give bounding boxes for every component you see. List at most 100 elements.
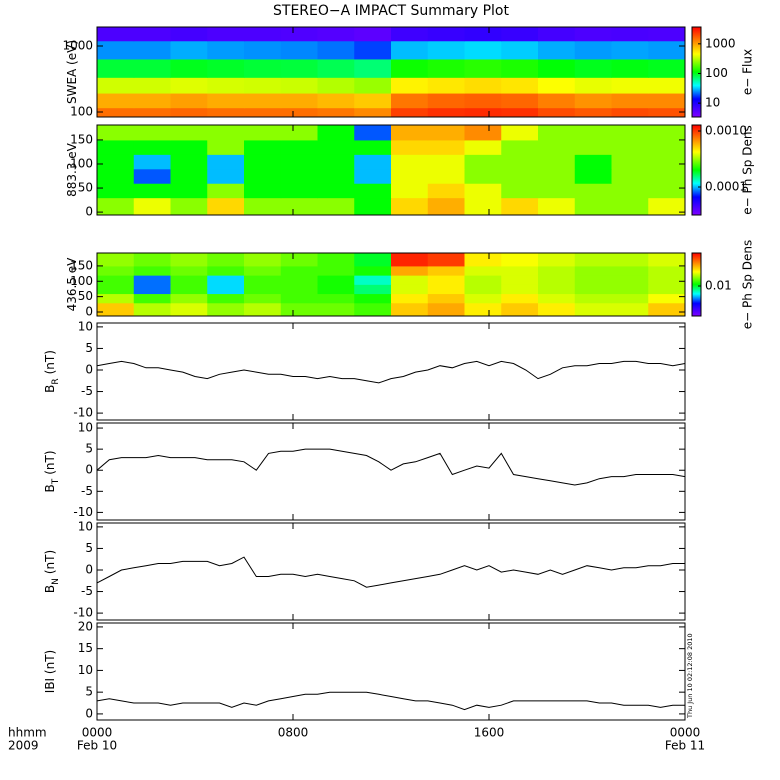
heatmap-cell (317, 302, 355, 316)
y-tick-label: 0 (85, 205, 93, 219)
heatmap-cell (244, 77, 282, 94)
heatmap-cell (611, 139, 649, 155)
heatmap-cell (207, 293, 245, 304)
heatmap-cell (538, 284, 576, 295)
heatmap-cell (574, 125, 612, 141)
heatmap-cell (133, 197, 171, 215)
colorbar (691, 124, 702, 216)
heatmap-cell (280, 125, 318, 141)
heatmap-cell (97, 302, 135, 316)
heatmap-cell (574, 183, 612, 199)
y-tick-label: 5 (85, 442, 93, 456)
heatmap-cell (170, 107, 208, 117)
heatmap-cell (574, 93, 612, 109)
heatmap-cell (244, 139, 282, 155)
y-label-main: B (43, 585, 57, 593)
heatmap-cell (648, 197, 685, 215)
heatmap-cell (133, 168, 171, 184)
heatmap-cell (501, 275, 539, 285)
heatmap-cell (648, 275, 685, 285)
heatmap-cell (611, 275, 649, 285)
heatmap-cell (244, 183, 282, 199)
heatmap-cell (280, 77, 318, 94)
y-tick-label: 1000 (62, 38, 93, 52)
heatmap-cell (97, 125, 135, 141)
panel-frame (96, 26, 686, 118)
heatmap-cell (611, 302, 649, 316)
y-tick-label: 150 (70, 258, 93, 272)
y-axis-label: BR (nT) (43, 350, 61, 393)
panel: -10 -5 0 5 10 BR (nT) (43, 319, 686, 421)
heatmap-cell (354, 125, 392, 141)
heatmap-cell (391, 302, 429, 316)
heatmap-cell (427, 284, 465, 295)
line (97, 556, 685, 588)
heatmap-cell (244, 168, 282, 184)
heatmap-cell (354, 265, 392, 276)
x-date-label: Feb 10 (77, 739, 117, 753)
heatmap-cell (244, 27, 282, 42)
heatmap-cell (501, 168, 539, 184)
heatmap-cell (501, 197, 539, 215)
heatmap-cell (280, 284, 318, 295)
panel: -10 -5 0 5 10 BT (nT) (43, 421, 686, 521)
heatmap-cell (611, 40, 649, 60)
heatmap-cell (611, 77, 649, 94)
panel-frame (96, 622, 686, 721)
panel-frame (96, 124, 686, 216)
heatmap-cell (391, 58, 429, 78)
heatmap-cell (207, 168, 245, 184)
heatmap-cell (133, 154, 171, 170)
heatmap-cell (354, 275, 392, 285)
heatmap-cell (391, 154, 429, 170)
heatmap-cell (97, 284, 135, 295)
heatmap-cell (133, 40, 171, 60)
heatmap-cell (464, 93, 502, 109)
y-tick-label: 0 (85, 362, 93, 376)
heatmap-cell (170, 27, 208, 42)
heatmap-cell (648, 293, 685, 304)
heatmap-cell (391, 27, 429, 42)
heatmap-cell (464, 139, 502, 155)
heatmap-cell (538, 27, 576, 42)
heatmap-cell (97, 265, 135, 276)
y-label-main: 436.5 eV (65, 257, 79, 312)
heatmap-cell (574, 293, 612, 304)
heatmap-cell (427, 168, 465, 184)
colorbar-tick-label: 10 (705, 96, 720, 110)
heatmap-cell (574, 284, 612, 295)
heatmap-cell (648, 139, 685, 155)
heatmap-cell (354, 284, 392, 295)
heatmap-cell (501, 58, 539, 78)
panel-frame (96, 422, 686, 521)
heatmap (97, 253, 685, 316)
heatmap-cell (574, 107, 612, 117)
heatmap-cell (354, 27, 392, 42)
heatmap-cell (244, 154, 282, 170)
heatmap-cell (427, 107, 465, 117)
heatmap-cell (538, 183, 576, 199)
heatmap-cell (648, 284, 685, 295)
heatmap-cell (317, 107, 355, 117)
heatmap-cell (538, 107, 576, 117)
heatmap-cell (244, 40, 282, 60)
heatmap-cell (207, 58, 245, 78)
heatmap-cell (354, 302, 392, 316)
y-tick-label: -10 (73, 406, 93, 420)
heatmap-cell (170, 77, 208, 94)
heatmap-cell (464, 284, 502, 295)
heatmap-cell (317, 93, 355, 109)
heatmap-cell (317, 284, 355, 295)
y-tick-label: -10 (73, 505, 93, 519)
heatmap-cell (538, 125, 576, 141)
heatmap-cell (501, 284, 539, 295)
heatmap-cell (538, 253, 576, 267)
heatmap-cell (464, 27, 502, 42)
heatmap-cell (391, 183, 429, 199)
heatmap-cell (280, 93, 318, 109)
heatmap-cell (317, 293, 355, 304)
colorbar-tick-label: 0.01 (705, 278, 732, 292)
heatmap-cell (207, 253, 245, 267)
heatmap-cell (464, 58, 502, 78)
x-header-label: hhmm (8, 726, 47, 740)
